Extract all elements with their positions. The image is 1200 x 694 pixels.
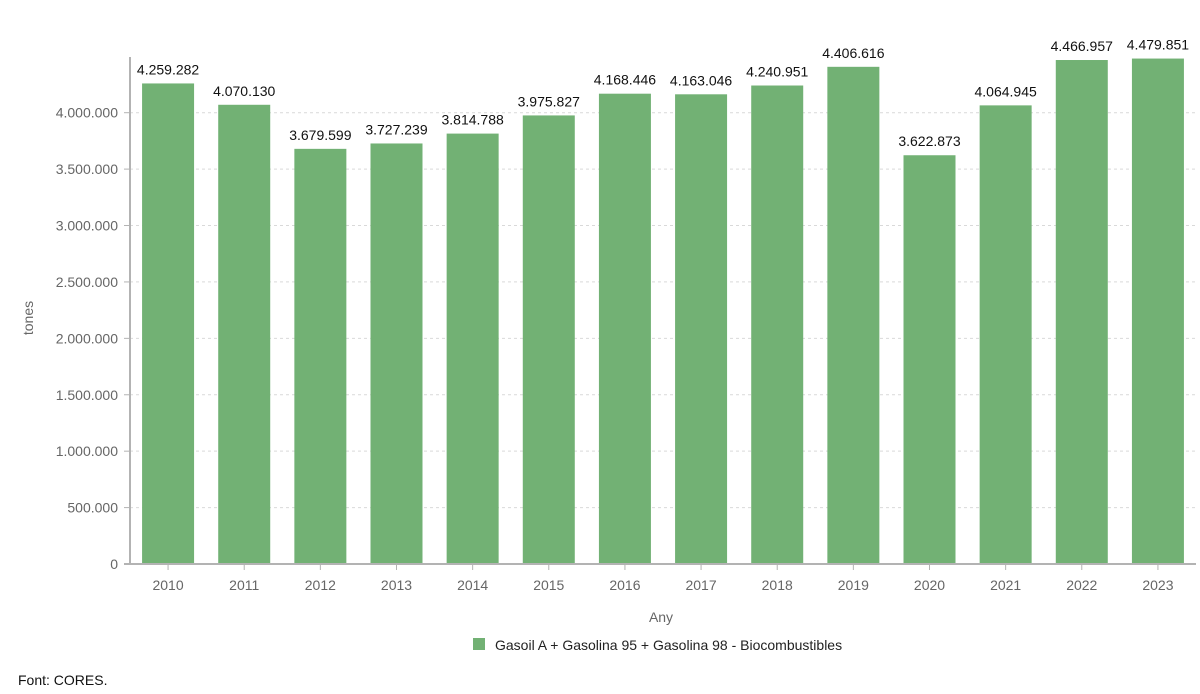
legend-swatch <box>473 638 485 650</box>
x-tick-label-2018: 2018 <box>762 577 793 593</box>
y-tick-label: 4.000.000 <box>56 105 118 121</box>
data-label-2016: 4.168.446 <box>594 72 656 88</box>
gridlines <box>130 112 1196 509</box>
bar-2016[interactable] <box>598 93 651 564</box>
x-tick-label-2016: 2016 <box>609 577 640 593</box>
y-tick-label: 2.000.000 <box>56 330 118 346</box>
x-tick-label-2013: 2013 <box>381 577 412 593</box>
x-tick-label-2010: 2010 <box>152 577 183 593</box>
data-label-2021: 4.064.945 <box>974 83 1036 99</box>
data-label-2018: 4.240.951 <box>746 64 808 80</box>
y-tick-label: 1.500.000 <box>56 387 118 403</box>
legend[interactable]: Gasoil A + Gasolina 95 + Gasolina 98 - B… <box>473 637 842 653</box>
data-label-2020: 3.622.873 <box>898 133 960 149</box>
data-label-2022: 4.466.957 <box>1051 38 1113 54</box>
legend-label: Gasoil A + Gasolina 95 + Gasolina 98 - B… <box>495 637 842 653</box>
bar-2022[interactable] <box>1055 60 1108 565</box>
x-tick-label-2012: 2012 <box>305 577 336 593</box>
bar-2014[interactable] <box>446 133 499 564</box>
y-tick-label: 0 <box>110 556 118 572</box>
x-tick-label-2021: 2021 <box>990 577 1021 593</box>
x-tick-label-2022: 2022 <box>1066 577 1097 593</box>
x-axis-title: Any <box>649 609 673 625</box>
data-label-2010: 4.259.282 <box>137 61 199 77</box>
bars <box>142 58 1184 565</box>
bar-2019[interactable] <box>827 66 880 565</box>
x-tick-label-2017: 2017 <box>685 577 716 593</box>
data-label-2023: 4.479.851 <box>1127 37 1189 53</box>
data-label-2015: 3.975.827 <box>518 93 580 109</box>
data-labels: 4.259.282 4.070.130 3.679.599 3.727.239 3.81… <box>137 37 1189 150</box>
bar-2015[interactable] <box>522 115 575 564</box>
x-tick-label-2023: 2023 <box>1142 577 1173 593</box>
y-tick-label: 2.500.000 <box>56 274 118 290</box>
source-note: Font: CORES. <box>18 672 108 688</box>
y-tick-label: 500.000 <box>67 500 118 516</box>
bar-2021[interactable] <box>979 105 1032 564</box>
y-axis-title: tones <box>20 301 36 335</box>
data-label-2012: 3.679.599 <box>289 127 351 143</box>
bar-2011[interactable] <box>218 104 271 565</box>
bar-2017[interactable] <box>675 94 728 565</box>
data-label-2017: 4.163.046 <box>670 72 732 88</box>
axes: 0 500.000 1.000.000 1.500.000 2.000.000 2.500… <box>56 57 1196 593</box>
y-tick-label: 3.000.000 <box>56 218 118 234</box>
data-label-2019: 4.406.616 <box>822 45 884 61</box>
x-tick-label-2019: 2019 <box>838 577 869 593</box>
bar-2013[interactable] <box>370 143 423 564</box>
data-label-2013: 3.727.239 <box>365 121 427 137</box>
bar-2020[interactable] <box>903 155 956 564</box>
x-tick-label-2014: 2014 <box>457 577 488 593</box>
x-tick-label-2015: 2015 <box>533 577 564 593</box>
y-tick-label: 1.000.000 <box>56 443 118 459</box>
bar-2010[interactable] <box>142 83 195 564</box>
y-tick-label: 3.500.000 <box>56 161 118 177</box>
bar-2018[interactable] <box>751 85 804 564</box>
data-label-2014: 3.814.788 <box>441 112 503 128</box>
x-tick-label-2011: 2011 <box>229 577 259 593</box>
bar-2023[interactable] <box>1131 58 1184 565</box>
data-label-2011: 4.070.130 <box>213 83 275 99</box>
bar-2012[interactable] <box>294 148 347 564</box>
x-tick-label-2020: 2020 <box>914 577 945 593</box>
